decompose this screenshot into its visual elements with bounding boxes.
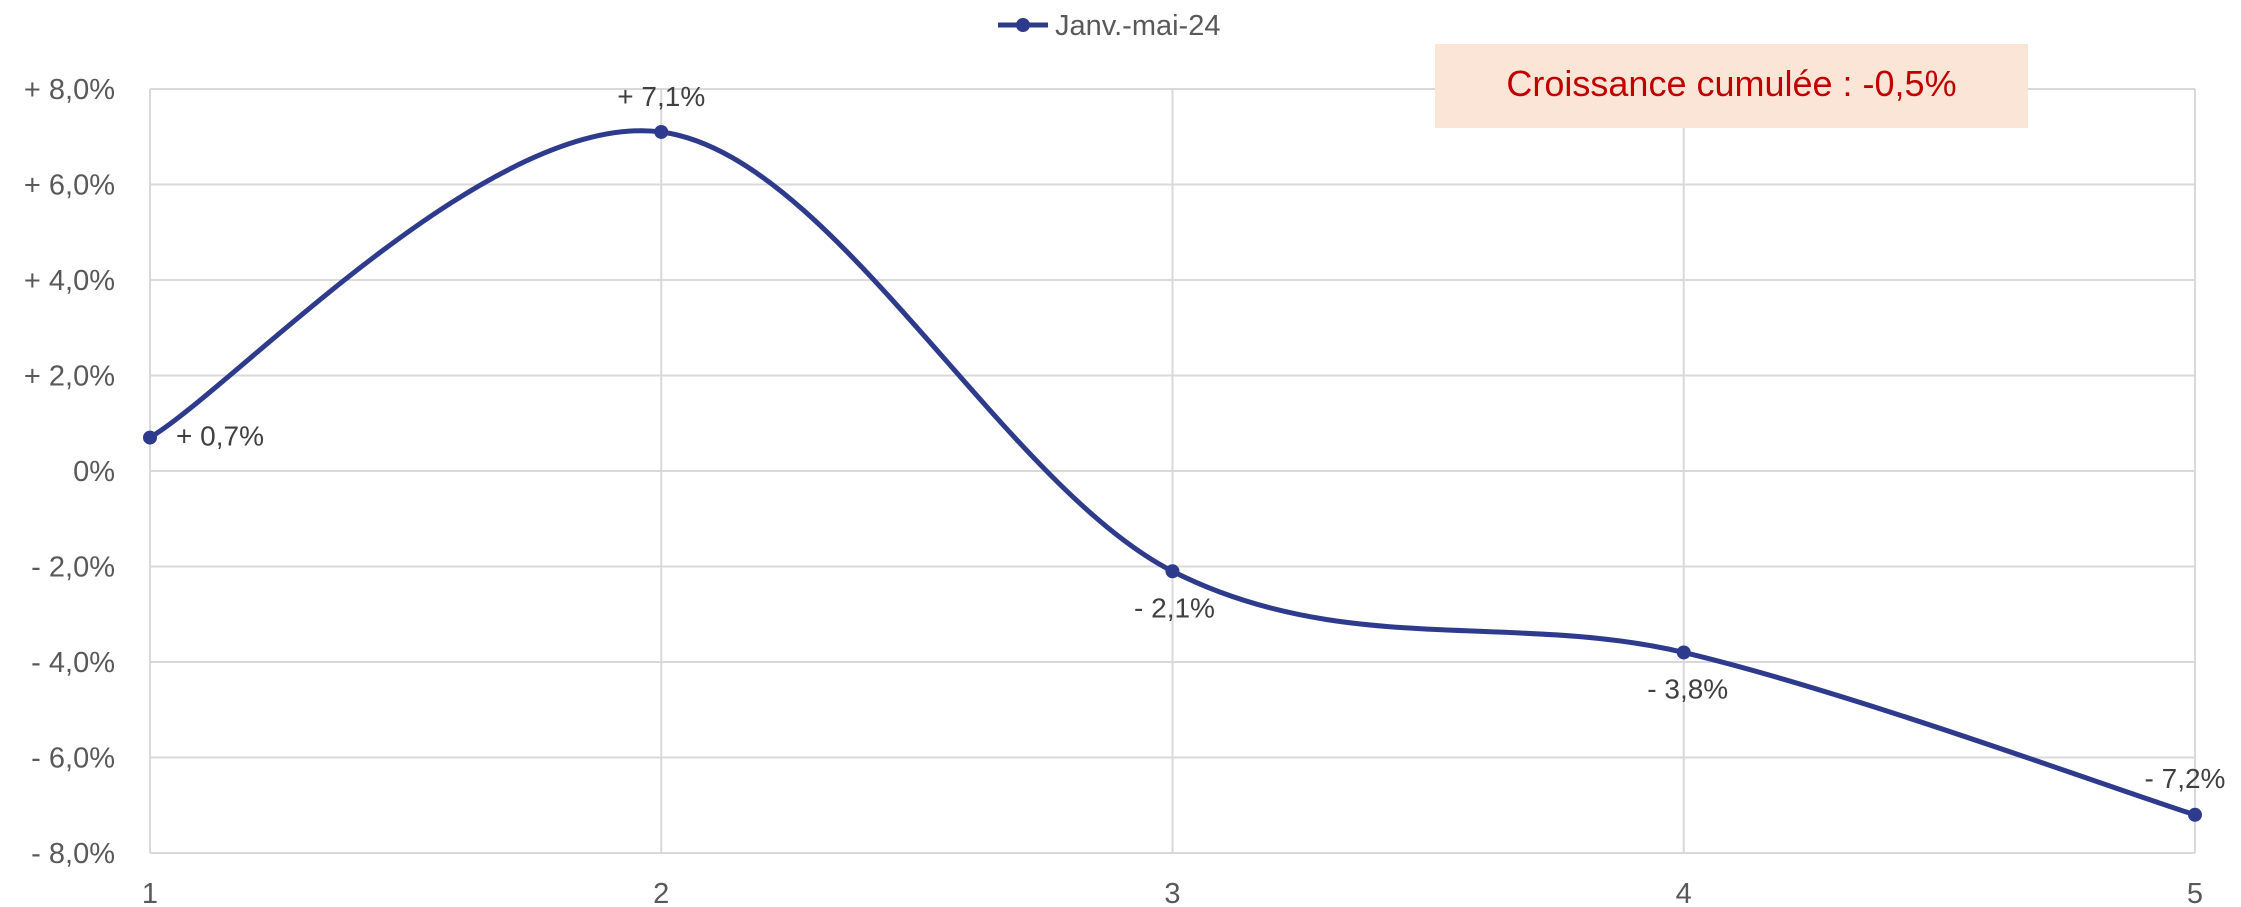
- y-tick-label: - 8,0%: [31, 838, 115, 870]
- legend-marker: [1016, 18, 1030, 32]
- x-tick-label: 1: [142, 878, 158, 907]
- y-tick-label: - 6,0%: [31, 743, 115, 775]
- y-tick-label: - 4,0%: [31, 647, 115, 679]
- data-label: + 0,7%: [176, 421, 264, 452]
- data-point: [1676, 645, 1691, 660]
- y-axis-ticks: + 8,0% + 6,0% + 4,0% + 2,0% 0% - 2,0% - 4,0% - …: [24, 74, 115, 870]
- legend: Janv.-mai-24: [998, 10, 1220, 42]
- annotation-text: Croissance cumulée : -0,5%: [1506, 63, 1956, 104]
- x-tick-label: 2: [653, 878, 669, 907]
- data-point: [143, 430, 157, 445]
- y-tick-label: - 2,0%: [31, 552, 115, 584]
- data-points: [143, 124, 2202, 822]
- data-label: + 7,1%: [617, 81, 705, 112]
- y-tick-label: 0%: [73, 456, 115, 488]
- data-point: [654, 124, 669, 139]
- x-tick-label: 4: [1676, 878, 1692, 907]
- data-label: - 7,2%: [2145, 763, 2226, 794]
- legend-label: Janv.-mai-24: [1055, 10, 1220, 42]
- annotation-background: [1435, 44, 2028, 128]
- annotation-box: Croissance cumulée : -0,5%: [1435, 44, 2028, 128]
- data-label: - 3,8%: [1647, 673, 1728, 704]
- y-tick-label: + 6,0%: [24, 170, 115, 202]
- x-axis-ticks: 1 2 3 4 5: [142, 878, 2203, 907]
- y-tick-label: + 2,0%: [24, 361, 115, 393]
- data-labels: + 0,7% + 7,1% - 2,1% - 3,8% - 7,2%: [176, 81, 2225, 794]
- data-point: [1165, 564, 1180, 579]
- gridlines: [149, 88, 2196, 854]
- x-tick-label: 5: [2187, 878, 2203, 907]
- data-point: [2188, 807, 2202, 822]
- y-tick-label: + 8,0%: [24, 74, 115, 106]
- data-label: - 2,1%: [1134, 592, 1215, 623]
- y-tick-label: + 4,0%: [24, 265, 115, 297]
- series-line: [147, 128, 2198, 818]
- x-tick-label: 3: [1164, 878, 1180, 907]
